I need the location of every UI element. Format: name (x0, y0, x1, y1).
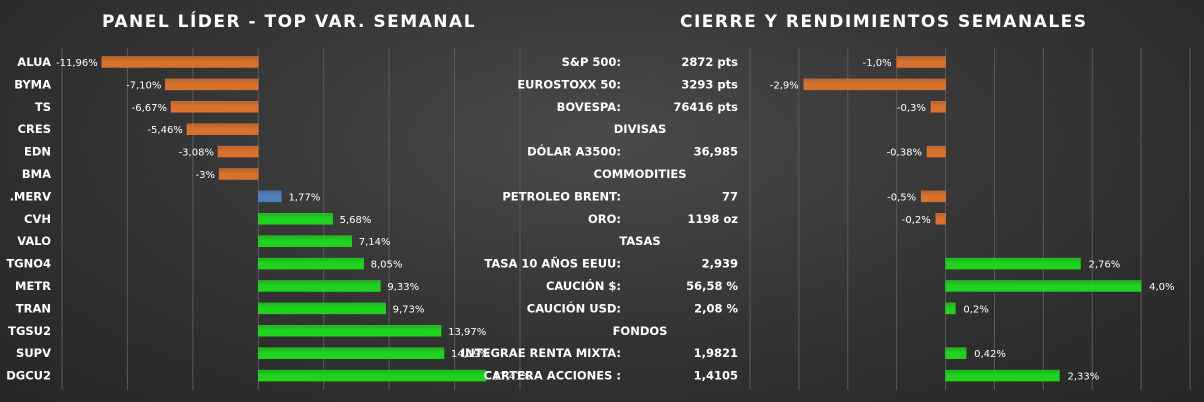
close-value: 1,9821 (694, 346, 738, 360)
bar (945, 257, 1081, 270)
data-label: -11,96% (56, 58, 98, 69)
bar (896, 56, 946, 68)
section-header: COMMODITIES (594, 167, 687, 181)
row-label: CARTERA ACCIONES : (484, 369, 621, 383)
close-value: 36,985 (694, 145, 738, 159)
data-label: 0,2% (963, 304, 988, 315)
category-label: BYMA (14, 77, 51, 91)
bar (258, 347, 445, 359)
bar (803, 78, 946, 91)
category-label: CRES (18, 122, 51, 136)
row-label: S&P 500: (562, 55, 621, 69)
bar (945, 280, 1142, 292)
row-label: INTEGRAE RENTA MIXTA: (461, 346, 621, 360)
bar (945, 302, 956, 315)
data-label: 9,33% (387, 282, 419, 293)
data-label: 2,76% (1088, 260, 1120, 271)
bar (258, 213, 333, 225)
data-label: -1,0% (863, 58, 892, 69)
data-label: 7,14% (359, 237, 391, 248)
category-label: DGCU2 (6, 369, 51, 383)
data-label: -0,38% (887, 148, 922, 159)
left-chart-title: PANEL LÍDER - TOP VAR. SEMANAL (102, 12, 477, 32)
bar (926, 145, 946, 158)
data-label: 13,97% (448, 327, 486, 338)
bar (945, 369, 1060, 382)
bar (217, 145, 259, 158)
bar (935, 213, 946, 225)
data-label: -0,2% (902, 215, 931, 226)
bar (258, 325, 442, 337)
bar (930, 101, 946, 113)
bar (258, 369, 487, 382)
data-label: 9,73% (393, 304, 425, 315)
bar (258, 257, 364, 270)
data-label: 5,68% (340, 215, 372, 226)
row-label: CAUCIÓN USD: (527, 300, 621, 315)
bar (920, 190, 946, 203)
bar (258, 235, 352, 247)
data-label: 8,05% (371, 260, 403, 271)
row-label: DÓLAR A3500: (527, 144, 621, 159)
data-label: 0,42% (974, 349, 1006, 360)
bar (218, 168, 259, 180)
close-value: 1198 oz (687, 212, 738, 226)
data-label: -3,08% (179, 148, 214, 159)
right-chart-title: CIERRE Y RENDIMIENTOS SEMANALES (680, 12, 1088, 32)
row-label: CAUCIÓN $: (546, 278, 621, 293)
category-label: CVH (24, 212, 51, 226)
bar (945, 347, 967, 359)
data-label: 2,33% (1067, 372, 1099, 383)
category-label: TS (35, 100, 51, 114)
close-value: 1,4105 (694, 369, 738, 383)
row-label: EUROSTOXX 50: (517, 77, 621, 91)
close-value: 77 (722, 189, 738, 203)
data-label: -7,10% (126, 80, 161, 91)
bar (186, 123, 259, 135)
close-value: 2872 pts (681, 55, 738, 69)
data-label: -0,5% (887, 192, 916, 203)
category-label: EDN (24, 145, 51, 159)
row-label: TASA 10 AÑOS EEUU: (484, 256, 621, 271)
bar (101, 56, 259, 68)
close-value: 76416 pts (673, 100, 738, 114)
data-label: 1,77% (288, 192, 320, 203)
data-label: -0,3% (897, 103, 926, 114)
row-label: PETROLEO BRENT: (502, 189, 621, 203)
data-label: -6,67% (132, 103, 167, 114)
data-label: 14,19% (451, 349, 489, 360)
category-label: TGSU2 (8, 324, 51, 338)
category-label: ALUA (17, 55, 51, 69)
close-value: 2,08 % (694, 301, 738, 315)
close-value: 2,939 (702, 257, 738, 271)
bar (258, 302, 386, 315)
category-label: METR (15, 279, 51, 293)
bar (170, 101, 259, 113)
category-label: VALO (17, 234, 51, 248)
row-label: BOVESPA: (557, 100, 621, 114)
category-label: BMA (22, 167, 51, 181)
category-label: TGNO4 (6, 257, 51, 271)
section-header: TASAS (619, 234, 660, 248)
data-label: -3% (196, 170, 215, 181)
section-header: DIVISAS (614, 122, 666, 136)
data-label: 17,41% (493, 372, 531, 383)
bar (258, 280, 381, 292)
section-header: FONDOS (613, 324, 668, 338)
close-value: 3293 pts (681, 77, 738, 91)
category-label: SUPV (16, 346, 51, 360)
row-label: ORO: (588, 212, 621, 226)
bar (165, 78, 259, 91)
category-label: TRAN (16, 301, 51, 315)
data-label: -5,46% (147, 125, 182, 136)
data-label: -2,9% (770, 80, 799, 91)
category-label: .MERV (10, 189, 52, 203)
data-label: 4,0% (1149, 282, 1174, 293)
bar (258, 190, 282, 203)
close-value: 56,58 % (686, 279, 738, 293)
